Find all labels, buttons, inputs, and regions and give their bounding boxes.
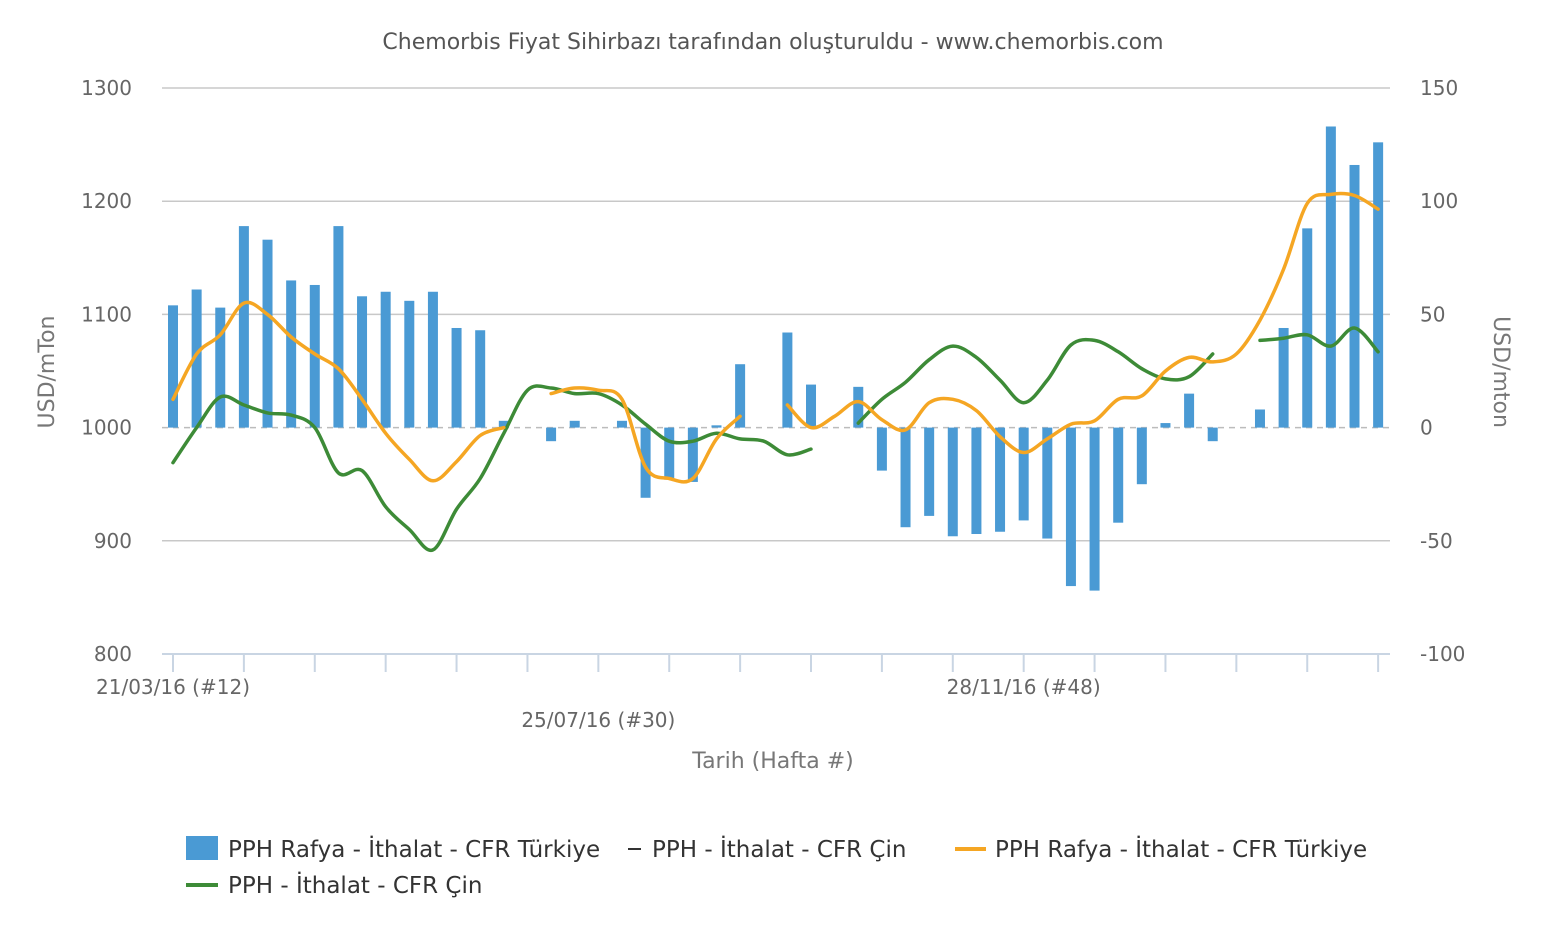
left-tick-label: 1000 — [81, 416, 132, 440]
bar — [1207, 427, 1218, 442]
right-y-axis-title: USD/mton — [1488, 316, 1513, 428]
x-tick-labels: 21/03/16 (#12) 25/07/16 (#30) 28/11/16 (#4… — [96, 675, 1101, 732]
left-tick-label: 1100 — [81, 302, 132, 326]
bar — [995, 427, 1006, 532]
bar — [735, 364, 746, 428]
right-tick-label: 150 — [1420, 76, 1458, 100]
bar — [1373, 142, 1384, 428]
bar — [1302, 228, 1313, 428]
right-tick-label: 0 — [1420, 416, 1433, 440]
orange-line-segment — [785, 191, 1380, 455]
bar — [168, 305, 178, 428]
left-y-axis: 1300 1200 1100 1000 900 800 — [81, 76, 132, 666]
bar-series — [168, 126, 1384, 591]
bar — [191, 289, 202, 428]
bar — [1089, 427, 1100, 591]
bar — [1184, 393, 1195, 428]
bar — [1018, 427, 1029, 521]
bar — [1113, 427, 1124, 523]
bar — [1349, 164, 1360, 428]
bar — [1136, 427, 1147, 485]
bar — [971, 427, 982, 535]
bar — [900, 427, 911, 528]
bar — [286, 280, 297, 428]
left-y-axis-title: USD/mTon — [35, 316, 60, 429]
right-tick-label: 50 — [1420, 302, 1445, 326]
bar — [262, 239, 273, 428]
bar — [687, 427, 698, 482]
bar — [806, 384, 817, 428]
bar — [357, 296, 368, 428]
green-line-segment — [171, 384, 813, 553]
bar — [427, 291, 438, 428]
left-tick-label: 800 — [94, 642, 132, 666]
bar — [1065, 427, 1076, 587]
right-y-axis: 150 100 50 0 -50 -100 — [1420, 76, 1465, 666]
right-tick-label: -50 — [1420, 529, 1453, 553]
bar — [876, 427, 887, 471]
legend-label-bar: PPH Rafya - İthalat - CFR Türkiye — [228, 835, 600, 863]
bar — [947, 427, 958, 537]
right-tick-label: -100 — [1420, 642, 1465, 666]
left-tick-label: 900 — [94, 529, 132, 553]
orange-line-segment — [549, 386, 742, 484]
x-tick-label: 21/03/16 (#12) — [96, 675, 250, 699]
green-line-segment — [1258, 326, 1380, 354]
bar — [1325, 126, 1336, 428]
bar — [546, 427, 557, 442]
bar — [616, 420, 627, 428]
legend-label-china-dash: PPH - İthalat - CFR Çin — [652, 835, 906, 863]
bar — [333, 226, 344, 428]
line-series — [171, 191, 1380, 553]
bar — [782, 332, 793, 428]
bar — [309, 284, 320, 428]
legend: PPH Rafya - İthalat - CFR Türkiye PPH - İ… — [186, 835, 1367, 899]
bar — [640, 427, 651, 498]
bar — [475, 330, 486, 428]
bar — [238, 226, 249, 428]
chart-title: Chemorbis Fiyat Sihirbazı tarafından olu… — [382, 30, 1163, 55]
legend-label-orange: PPH Rafya - İthalat - CFR Türkiye — [995, 835, 1367, 863]
bar — [569, 420, 580, 428]
left-tick-label: 1200 — [81, 189, 132, 213]
bar — [1254, 409, 1265, 428]
right-tick-label: 100 — [1420, 189, 1458, 213]
x-tick-label: 25/07/16 (#30) — [521, 708, 675, 732]
orange-line-segment — [171, 300, 506, 483]
bar — [711, 425, 722, 428]
bar — [664, 427, 675, 480]
left-tick-label: 1300 — [81, 76, 132, 100]
bar — [404, 300, 415, 428]
bar — [215, 307, 226, 428]
bar — [380, 291, 391, 428]
x-tick-label: 28/11/16 (#48) — [947, 675, 1101, 699]
bar — [498, 420, 509, 428]
bar — [924, 427, 935, 516]
legend-label-green: PPH - İthalat - CFR Çin — [228, 871, 482, 899]
bar — [853, 386, 864, 428]
x-axis-title: Tarih (Hafta #) — [691, 749, 853, 774]
green-line-segment — [856, 337, 1215, 425]
bar — [1278, 327, 1289, 428]
bar — [1042, 427, 1053, 539]
bar — [451, 327, 462, 428]
bar — [1160, 423, 1171, 428]
x-axis — [162, 653, 1390, 672]
legend-bar-swatch — [186, 836, 218, 860]
